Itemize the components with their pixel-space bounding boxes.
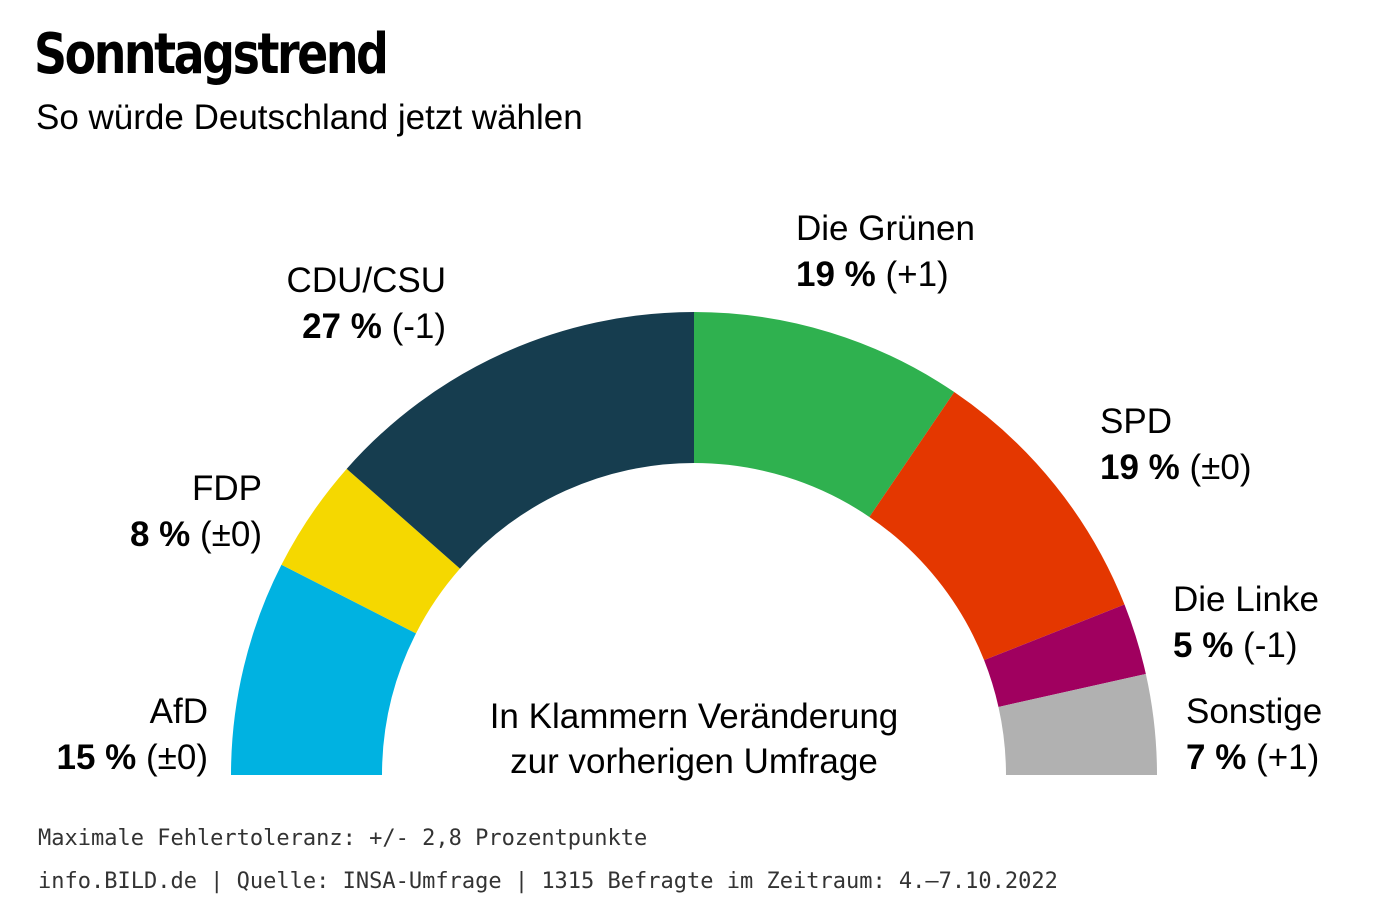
label-name-sonstige: Sonstige: [1186, 692, 1322, 731]
source-note: info.BILD.de | Quelle: INSA-Umfrage | 13…: [38, 869, 1058, 894]
label-value-die-grünen: 19 % (+1): [796, 255, 949, 294]
segment-afd: [231, 564, 417, 775]
label-name-die-grünen: Die Grünen: [796, 209, 975, 248]
segment-cdu-csu: [346, 312, 694, 569]
value-percent-spd: 19 %: [1100, 448, 1190, 487]
value-percent-sonstige: 7 %: [1186, 738, 1256, 777]
center-note-line-1: In Klammern Veränderung: [490, 697, 899, 736]
value-change-spd: (±0): [1190, 448, 1252, 487]
chart-segments: [231, 312, 1157, 775]
label-value-fdp: 8 % (±0): [130, 515, 262, 554]
value-percent-die-linke: 5 %: [1173, 626, 1243, 665]
center-note-line-2: zur vorherigen Umfrage: [510, 742, 878, 781]
label-name-afd: AfD: [150, 692, 208, 731]
value-change-cdu-csu: (-1): [392, 307, 446, 346]
segment-spd: [869, 392, 1125, 661]
label-value-cdu-csu: 27 % (-1): [302, 307, 446, 346]
value-percent-cdu-csu: 27 %: [302, 307, 392, 346]
chart-subtitle: So würde Deutschland jetzt wählen: [36, 98, 583, 137]
label-value-spd: 19 % (±0): [1100, 448, 1252, 487]
tolerance-note: Maximale Fehlertoleranz: +/- 2,8 Prozent…: [38, 826, 648, 851]
value-change-sonstige: (+1): [1256, 738, 1319, 777]
label-name-fdp: FDP: [192, 469, 262, 508]
value-change-die-grünen: (+1): [886, 255, 949, 294]
label-name-spd: SPD: [1100, 402, 1172, 441]
segment-sonstige: [998, 673, 1157, 775]
value-change-fdp: (±0): [200, 515, 262, 554]
label-name-die-linke: Die Linke: [1173, 580, 1319, 619]
chart-title: Sonntagstrend: [34, 22, 389, 87]
segment-die-grünen: [694, 312, 955, 517]
segment-die-linke: [984, 604, 1146, 707]
value-percent-afd: 15 %: [57, 738, 147, 777]
value-change-afd: (±0): [146, 738, 208, 777]
label-value-sonstige: 7 % (+1): [1186, 738, 1319, 777]
label-value-afd: 15 % (±0): [57, 738, 209, 777]
label-name-cdu-csu: CDU/CSU: [287, 261, 446, 300]
value-change-die-linke: (-1): [1243, 626, 1297, 665]
label-value-die-linke: 5 % (-1): [1173, 626, 1297, 665]
value-percent-die-grünen: 19 %: [796, 255, 886, 294]
segment-fdp: [281, 468, 460, 634]
value-percent-fdp: 8 %: [130, 515, 200, 554]
